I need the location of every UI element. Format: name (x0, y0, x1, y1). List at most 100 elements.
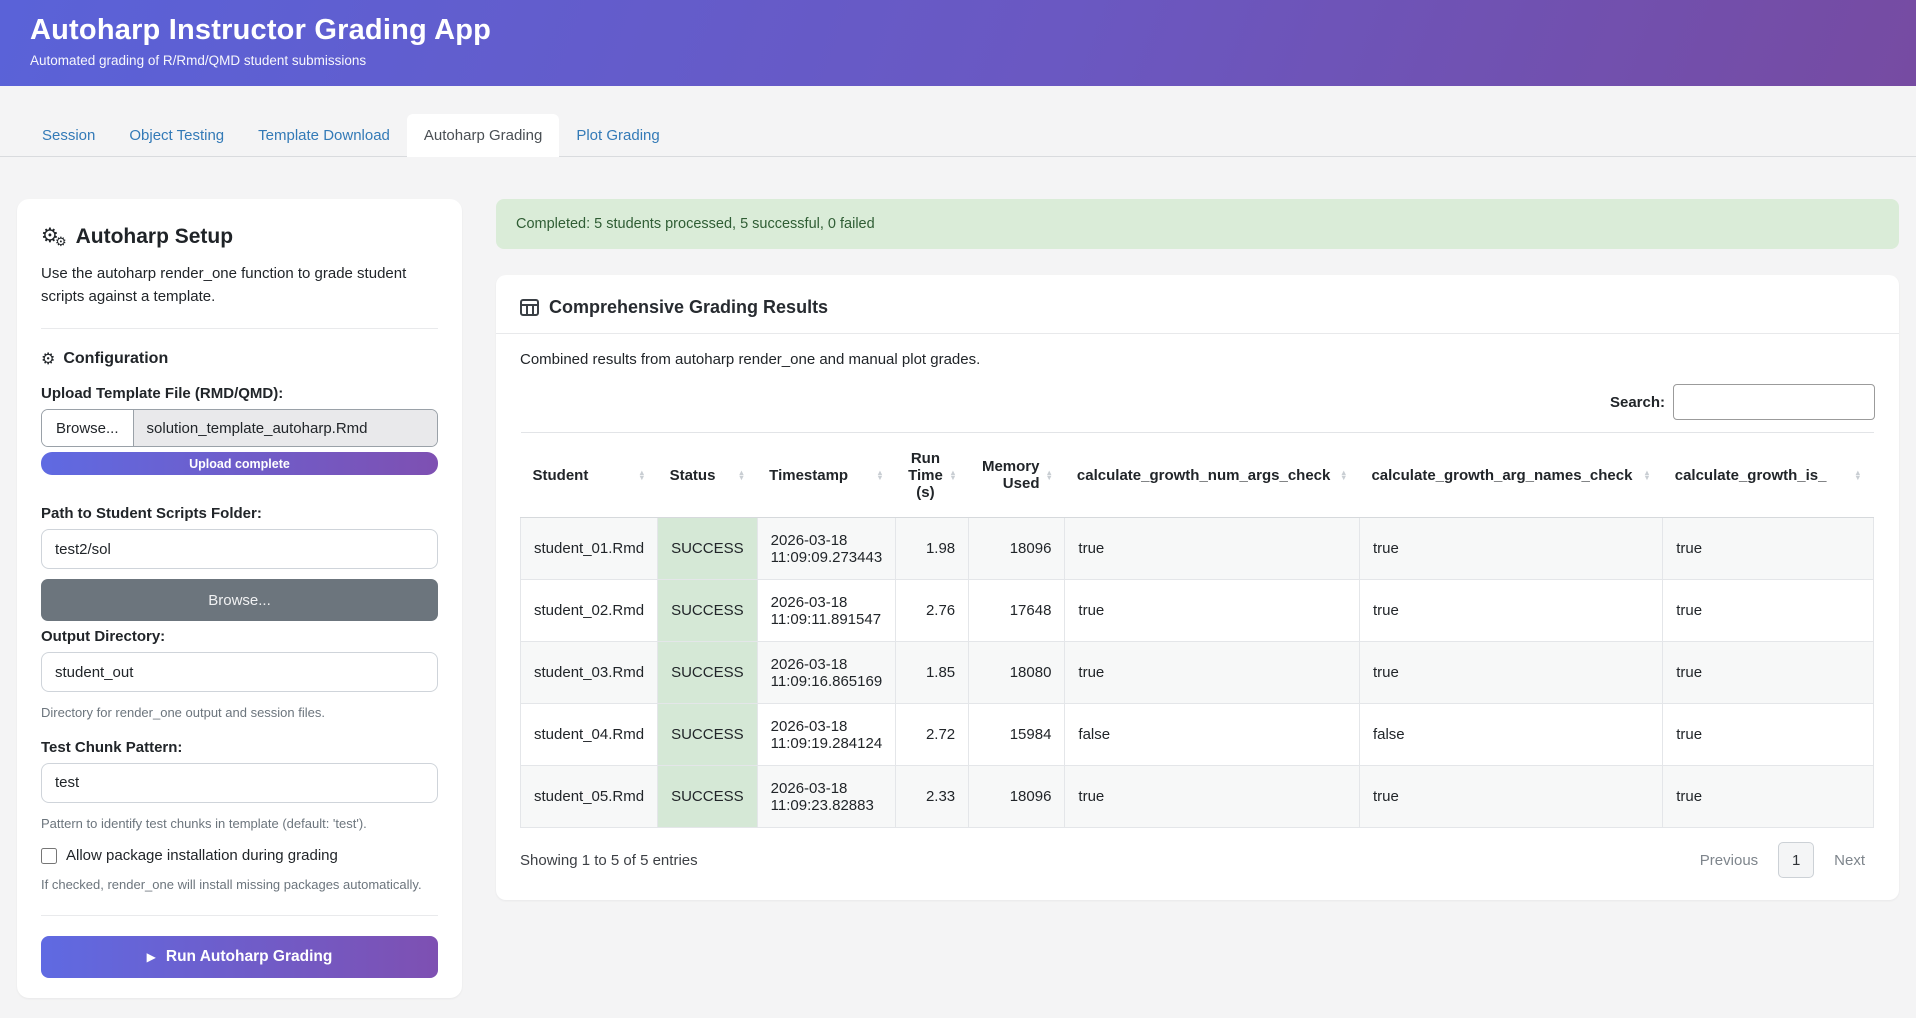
allow-packages-help: If checked, render_one will install miss… (41, 875, 438, 895)
sort-icon: ▲▼ (876, 470, 883, 480)
file-browse-button[interactable]: Browse... (42, 410, 134, 446)
template-file-input[interactable]: Browse... solution_template_autoharp.Rmd (41, 409, 438, 447)
cell-is-check: true (1663, 518, 1874, 580)
cell-is-check: true (1663, 766, 1874, 828)
completed-alert: Completed: 5 students processed, 5 succe… (496, 199, 1899, 249)
cell-student: student_04.Rmd (521, 704, 658, 766)
test-chunk-help: Pattern to identify test chunks in templ… (41, 814, 438, 834)
output-directory-label: Output Directory: (41, 628, 438, 645)
results-subtitle: Combined results from autoharp render_on… (520, 351, 1875, 368)
cell-num-args: false (1065, 704, 1360, 766)
tab-session[interactable]: Session (25, 114, 112, 157)
col-memory-used[interactable]: Memory Used▲▼ (969, 433, 1065, 518)
scripts-folder-input[interactable] (41, 529, 438, 569)
cell-memory: 18080 (969, 642, 1065, 704)
test-chunk-label: Test Chunk Pattern: (41, 739, 438, 756)
table-row: student_02.Rmd SUCCESS 2026-03-18 11:09:… (521, 580, 1874, 642)
search-row: Search: (520, 384, 1875, 420)
cell-num-args: true (1065, 766, 1360, 828)
col-timestamp[interactable]: Timestamp▲▼ (757, 433, 896, 518)
table-row: student_03.Rmd SUCCESS 2026-03-18 11:09:… (521, 642, 1874, 704)
entries-info: Showing 1 to 5 of 5 entries (520, 852, 698, 869)
col-status[interactable]: Status▲▼ (658, 433, 758, 518)
cell-run-time: 1.98 (896, 518, 969, 580)
sort-icon: ▲▼ (1643, 470, 1650, 480)
folder-browse-button[interactable]: Browse... (41, 579, 438, 621)
cell-status: SUCCESS (658, 518, 758, 580)
main-content: Completed: 5 students processed, 5 succe… (496, 199, 1899, 900)
cell-student: student_05.Rmd (521, 766, 658, 828)
allow-packages-label: Allow package installation during gradin… (66, 847, 338, 864)
cell-is-check: true (1663, 704, 1874, 766)
output-directory-input[interactable] (41, 652, 438, 692)
cell-timestamp: 2026-03-18 11:09:11.891547 (757, 580, 896, 642)
tab-autoharp-grading[interactable]: Autoharp Grading (407, 114, 559, 157)
cell-num-args: true (1065, 642, 1360, 704)
scripts-folder-label: Path to Student Scripts Folder: (41, 505, 438, 522)
allow-packages-checkbox-row[interactable]: Allow package installation during gradin… (41, 847, 438, 864)
gear-icon: ⚙ (41, 349, 55, 369)
setup-title-text: Autoharp Setup (76, 225, 234, 249)
cell-arg-names: true (1359, 518, 1662, 580)
cell-memory: 18096 (969, 518, 1065, 580)
configuration-heading: ⚙ Configuration (41, 349, 438, 369)
next-page-button[interactable]: Next (1824, 845, 1875, 876)
divider (41, 328, 438, 329)
tab-bar: Session Object Testing Template Download… (0, 86, 1916, 157)
table-row: student_01.Rmd SUCCESS 2026-03-18 11:09:… (521, 518, 1874, 580)
table-row: student_05.Rmd SUCCESS 2026-03-18 11:09:… (521, 766, 1874, 828)
setup-title: ⚙⚙ Autoharp Setup (41, 225, 438, 249)
test-chunk-input[interactable] (41, 763, 438, 803)
app-subtitle: Automated grading of R/Rmd/QMD student s… (30, 53, 1916, 68)
sort-icon: ▲▼ (949, 470, 956, 480)
cell-memory: 18096 (969, 766, 1065, 828)
cell-run-time: 2.33 (896, 766, 969, 828)
col-student[interactable]: Student▲▼ (521, 433, 658, 518)
gears-icon: ⚙⚙ (41, 226, 67, 248)
upload-progress-bar: Upload complete (41, 452, 438, 475)
table-icon (520, 299, 539, 316)
results-table: Student▲▼ Status▲▼ Timestamp▲▼ Run Time … (520, 432, 1874, 828)
cell-arg-names: true (1359, 766, 1662, 828)
col-arg-names-check[interactable]: calculate_growth_arg_names_check▲▼ (1359, 433, 1662, 518)
cell-arg-names: true (1359, 642, 1662, 704)
results-card-header: Comprehensive Grading Results (496, 275, 1899, 334)
run-button-label: Run Autoharp Grading (166, 948, 332, 966)
tab-plot-grading[interactable]: Plot Grading (559, 114, 676, 157)
col-run-time[interactable]: Run Time (s)▲▼ (896, 433, 969, 518)
cell-timestamp: 2026-03-18 11:09:16.865169 (757, 642, 896, 704)
upload-template-label: Upload Template File (RMD/QMD): (41, 385, 438, 402)
results-title: Comprehensive Grading Results (549, 297, 828, 318)
cell-timestamp: 2026-03-18 11:09:23.82883 (757, 766, 896, 828)
cell-timestamp: 2026-03-18 11:09:09.273443 (757, 518, 896, 580)
cell-memory: 15984 (969, 704, 1065, 766)
col-is-check[interactable]: calculate_growth_is_▲▼ (1663, 433, 1874, 518)
sort-icon: ▲▼ (638, 470, 645, 480)
tab-object-testing[interactable]: Object Testing (112, 114, 241, 157)
page-1-button[interactable]: 1 (1778, 842, 1814, 878)
cell-status: SUCCESS (658, 580, 758, 642)
configuration-heading-text: Configuration (63, 350, 168, 368)
output-directory-help: Directory for render_one output and sess… (41, 703, 438, 723)
col-num-args-check[interactable]: calculate_growth_num_args_check▲▼ (1065, 433, 1360, 518)
cell-student: student_01.Rmd (521, 518, 658, 580)
allow-packages-checkbox[interactable] (41, 848, 57, 864)
previous-page-button[interactable]: Previous (1690, 845, 1768, 876)
cell-run-time: 2.72 (896, 704, 969, 766)
table-header-row: Student▲▼ Status▲▼ Timestamp▲▼ Run Time … (521, 433, 1874, 518)
cell-student: student_02.Rmd (521, 580, 658, 642)
cell-is-check: true (1663, 642, 1874, 704)
cell-arg-names: true (1359, 580, 1662, 642)
cell-status: SUCCESS (658, 766, 758, 828)
play-icon: ▶ (147, 950, 156, 964)
cell-arg-names: false (1359, 704, 1662, 766)
cell-student: student_03.Rmd (521, 642, 658, 704)
results-table-container[interactable]: Student▲▼ Status▲▼ Timestamp▲▼ Run Time … (520, 432, 1874, 828)
search-input[interactable] (1673, 384, 1875, 420)
sort-icon: ▲▼ (1340, 470, 1347, 480)
run-autoharp-grading-button[interactable]: ▶ Run Autoharp Grading (41, 936, 438, 978)
tab-template-download[interactable]: Template Download (241, 114, 407, 157)
cell-status: SUCCESS (658, 642, 758, 704)
autoharp-setup-panel: ⚙⚙ Autoharp Setup Use the autoharp rende… (17, 199, 462, 998)
cell-is-check: true (1663, 580, 1874, 642)
